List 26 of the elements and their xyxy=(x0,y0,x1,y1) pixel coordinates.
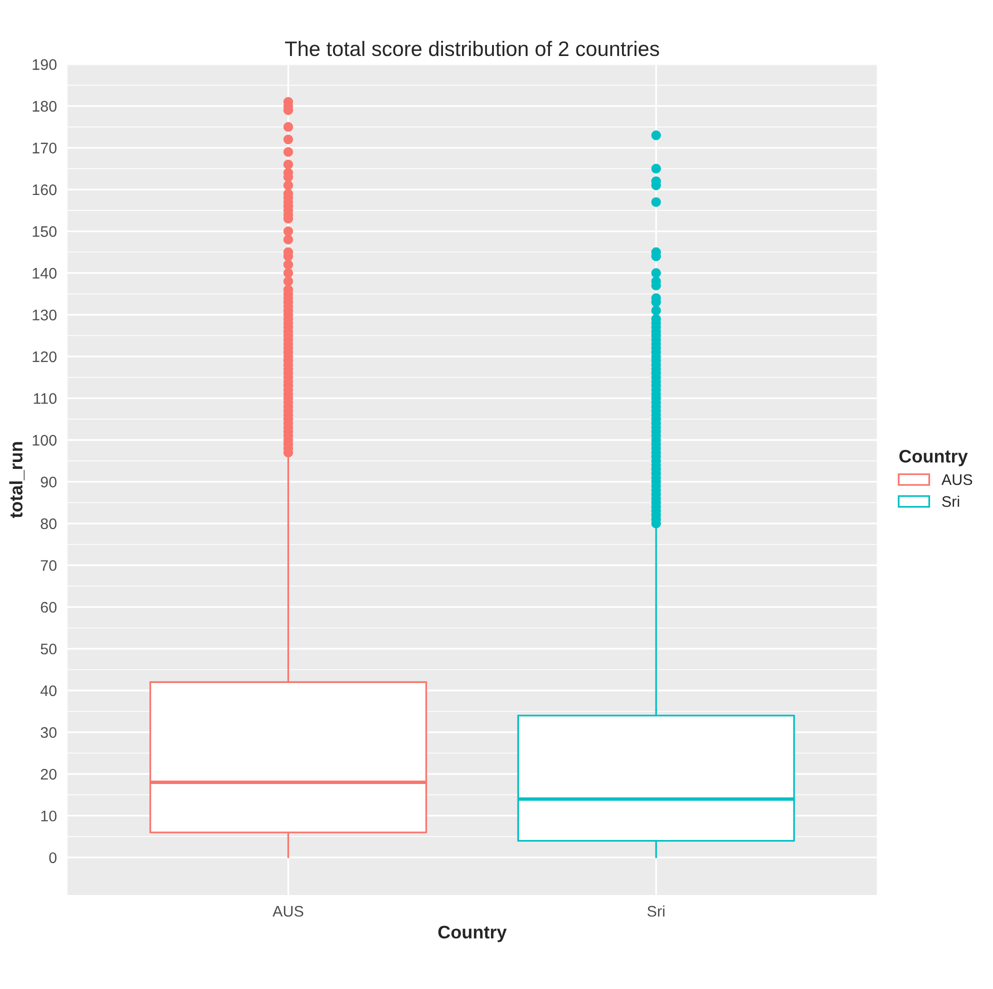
y-tick-label: 40 xyxy=(40,685,57,696)
y-tick-label: 80 xyxy=(40,518,57,530)
y-tick-label: 0 xyxy=(49,852,57,864)
y-tick-label: 90 xyxy=(40,476,57,488)
y-tick-label: 150 xyxy=(32,226,57,237)
legend-title: Country xyxy=(899,450,968,466)
y-tick-label: 10 xyxy=(41,810,57,822)
y-tick-label: 110 xyxy=(34,393,57,404)
y-tick-label: 180 xyxy=(32,100,57,112)
y-tick-label: 20 xyxy=(40,768,57,780)
y-tick-label: 50 xyxy=(40,644,57,654)
y-tick-label: 100 xyxy=(32,434,57,446)
y-axis-title: total_run xyxy=(9,442,25,518)
y-tick-label: 170 xyxy=(32,142,57,154)
y-tick-label: 60 xyxy=(40,602,57,613)
y-tick-label: 120 xyxy=(32,351,57,362)
y-tick-label: 130 xyxy=(32,310,57,320)
x-axis-title: Country xyxy=(438,926,507,942)
y-tick-label: 190 xyxy=(32,59,57,70)
legend-label: Sri xyxy=(942,496,960,507)
y-tick-label: 160 xyxy=(32,184,57,196)
chart-title: The total score distribution of 2 countries xyxy=(285,40,660,56)
y-tick-label: 30 xyxy=(40,727,57,738)
legend-label: AUS xyxy=(941,474,972,486)
y-tick-label: 140 xyxy=(32,268,57,279)
y-tick-label: 70 xyxy=(40,560,57,571)
